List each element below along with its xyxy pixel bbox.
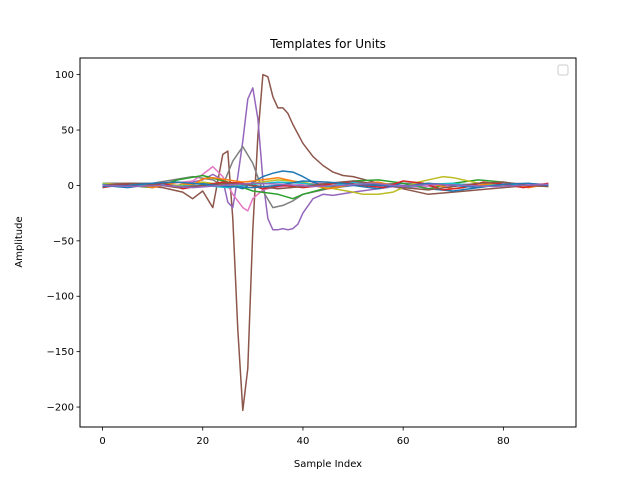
x-tick-label: 40 bbox=[297, 436, 310, 447]
series-line-12 bbox=[102, 182, 549, 189]
y-tick-label: 100 bbox=[55, 70, 74, 81]
axes-frame bbox=[79, 57, 577, 428]
series-line-0 bbox=[102, 73, 549, 412]
y-tick-label: 0 bbox=[68, 181, 74, 192]
y-tick-label: −200 bbox=[47, 403, 74, 414]
x-tick-label: 20 bbox=[196, 436, 209, 447]
y-tick-label: 50 bbox=[61, 126, 74, 137]
y-tick-label: −150 bbox=[47, 347, 74, 358]
y-tick-label: −100 bbox=[47, 292, 74, 303]
x-axis-label: Sample Index bbox=[294, 459, 362, 470]
chart-title: Templates for Units bbox=[269, 37, 386, 51]
legend-box bbox=[557, 64, 569, 76]
x-tick-label: 60 bbox=[397, 436, 410, 447]
series-line-10 bbox=[102, 180, 549, 191]
series-line-5 bbox=[102, 174, 549, 200]
y-tick-label: −50 bbox=[53, 236, 74, 247]
series-line-1 bbox=[102, 87, 549, 231]
x-tick-label: 80 bbox=[497, 436, 510, 447]
y-axis-label: Amplitude bbox=[14, 216, 25, 267]
series-line-11 bbox=[102, 180, 549, 189]
axis-ticks: 0 20 40 60 80 100 50 0 −50 −100 −150 −200 bbox=[47, 70, 510, 447]
series-line-6 bbox=[102, 175, 549, 196]
plot-area bbox=[102, 73, 549, 412]
x-tick-label: 0 bbox=[99, 436, 105, 447]
